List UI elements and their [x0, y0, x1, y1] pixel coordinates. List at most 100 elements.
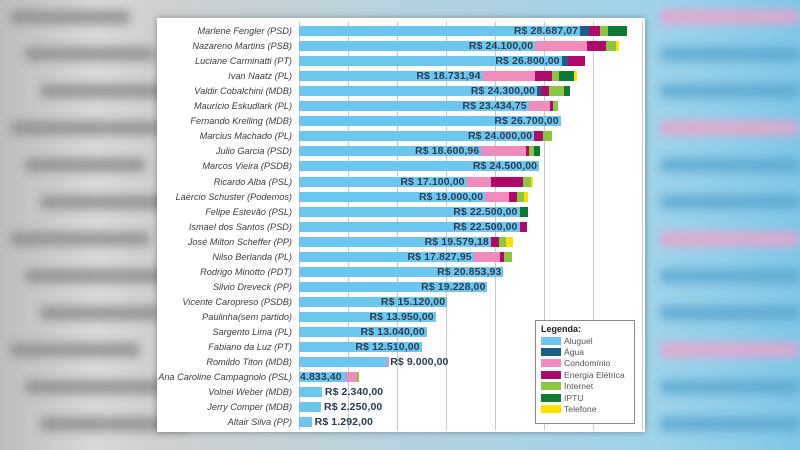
category-label: Nilso Berlanda (PL)	[212, 251, 292, 262]
category-label: Sargento Lima (PL)	[212, 327, 292, 337]
legend-item: Condomínio	[541, 358, 629, 369]
stacked-bar	[299, 221, 528, 232]
bar-segment-aluguel	[299, 342, 422, 353]
bar-segment-energia	[508, 191, 517, 202]
bar-segment-energia	[541, 86, 549, 97]
bar-segment-aluguel	[299, 266, 504, 277]
bar-segment-energia	[526, 146, 530, 157]
bar-segment-internet	[529, 146, 535, 157]
bar-segment-energia	[567, 56, 586, 67]
bar-segment-internet	[552, 71, 559, 82]
bar-segment-condominio	[346, 372, 358, 383]
bar-segment-telefone	[531, 176, 534, 187]
stacked-bar	[299, 191, 529, 202]
bar-segment-aluguel	[299, 221, 520, 232]
legend-label: IPTU	[564, 392, 584, 403]
value-label: R$ 13.950,00	[369, 310, 434, 323]
category-label: Paulinha(sem partido)	[202, 311, 292, 322]
bar-segment-internet	[548, 86, 564, 97]
legend-item: Aluguel	[541, 335, 629, 346]
bar-segment-iptu	[607, 26, 628, 36]
bar-segment-internet	[504, 251, 512, 262]
legend-swatch	[541, 336, 561, 345]
value-label: R$ 26.700,00	[494, 115, 559, 128]
category-labels: Marlene Fengler (PSD) Nazareno Martins (P…	[157, 18, 292, 432]
bar-segment-aluguel	[299, 56, 562, 67]
plot-area: R$ 28.687,07 R$ 24.100,00 R$ 26.800,00 R$ 1…	[299, 18, 645, 432]
value-label: R$ 24.100,00	[468, 40, 534, 53]
bar-segment-aluguel	[299, 116, 561, 127]
category-label: Ismael dos Santos (PSD)	[188, 221, 292, 232]
legend-label: Condomínio	[564, 358, 611, 369]
stacked-bar	[299, 131, 552, 142]
bar-segment-aluguel	[299, 71, 483, 82]
bar-segment-aluguel	[299, 251, 474, 262]
bar-segment-aluguel	[299, 311, 436, 322]
bar-segment-condominio	[466, 176, 492, 187]
value-label: R$ 12.510,00	[355, 341, 420, 354]
value-label: R$ 24.500,00	[472, 160, 538, 173]
legend-item: Internet	[541, 381, 629, 392]
stacked-bar	[299, 176, 534, 187]
legend-label: Água	[564, 347, 585, 358]
bar-segment-aluguel	[299, 387, 322, 398]
bar-segment-energia	[500, 251, 505, 262]
bar-segment-iptu	[558, 71, 574, 82]
category-label: Ivan Naatz (PL)	[228, 71, 292, 82]
legend-item: IPTU	[541, 392, 629, 403]
bar-segment-agua	[561, 56, 568, 67]
bar-segment-aluguel	[299, 296, 448, 307]
bar-segment-internet	[543, 131, 552, 142]
category-label: Laércio Schuster (Podemos)	[175, 191, 292, 202]
category-label: Romildo Titon (MDB)	[206, 357, 292, 368]
stacked-bar	[299, 417, 312, 428]
stacked-bar	[299, 161, 540, 172]
bar-segment-aluguel	[299, 131, 535, 142]
stacked-bar	[299, 26, 628, 36]
category-label: Ricardo Alba (PSL)	[213, 176, 292, 187]
bar-segment-energia	[490, 236, 499, 247]
bar-segment-energia	[588, 26, 600, 36]
value-label: R$ 28.687,07	[513, 25, 579, 37]
bar-segment-energia	[519, 221, 528, 232]
bar-segment-telefone	[616, 41, 620, 52]
bar-segment-aluguel	[299, 236, 491, 247]
category-label: Julio Garcia (PSD)	[215, 146, 292, 157]
value-label: R$ 18.600,96	[415, 145, 480, 158]
bar-segment-aluguel	[299, 206, 520, 217]
category-label: Jerry Comper (MDB)	[207, 402, 292, 413]
legend-label: Energia Elétrica	[564, 369, 625, 380]
category-label: Volnei Weber (MDB)	[208, 387, 292, 398]
stacked-bar	[299, 236, 514, 247]
stacked-bar	[299, 266, 504, 277]
bar-segment-internet	[605, 41, 617, 52]
stacked-bar	[299, 101, 559, 112]
chart-panel: Marlene Fengler (PSD) Nazareno Martins (P…	[157, 18, 645, 432]
bar-segment-iptu	[563, 86, 571, 97]
stacked-bar	[299, 86, 571, 97]
bar-segment-energia	[587, 41, 606, 52]
legend-items: Aluguel Água Condomínio Energia Elétrica Int…	[541, 335, 629, 415]
legend-swatch	[541, 359, 561, 368]
value-label: R$ 19.579,18	[424, 235, 489, 248]
bar-segment-internet	[357, 372, 360, 383]
bar-segment-aluguel	[299, 357, 388, 368]
bar-segment-internet	[498, 236, 506, 247]
bar-segment-aluguel	[299, 191, 486, 202]
value-label: R$ 1.292,00	[314, 416, 373, 429]
stacked-bar	[299, 71, 577, 82]
value-label: 4.833,40	[300, 371, 342, 384]
legend-swatch	[541, 370, 561, 379]
bar-segment-condominio	[482, 71, 536, 82]
category-label: Maurício Eskudlark (PL)	[193, 101, 292, 112]
category-label: Vicente Caropreso (PSDB)	[182, 296, 292, 307]
value-label: R$ 17.827,95	[407, 250, 472, 263]
category-label: Altair Silva (PP)	[227, 417, 292, 428]
stacked-bar	[299, 281, 488, 292]
bar-segment-aluguel	[299, 101, 529, 112]
legend-item: Energia Elétrica	[541, 369, 629, 380]
value-label: R$ 13.040,00	[360, 326, 425, 338]
legend-title: Legenda:	[541, 324, 582, 334]
bar-segment-aluguel	[299, 417, 312, 428]
